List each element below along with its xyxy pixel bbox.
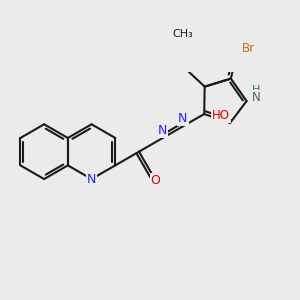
Text: N: N xyxy=(158,124,167,137)
Text: H: H xyxy=(252,85,260,95)
Text: HO: HO xyxy=(212,109,230,122)
Text: CH₃: CH₃ xyxy=(172,29,194,39)
Text: O: O xyxy=(151,174,160,187)
Text: N: N xyxy=(87,172,96,186)
Text: Br: Br xyxy=(242,42,255,55)
Text: N: N xyxy=(178,112,188,125)
Text: N: N xyxy=(252,91,260,104)
